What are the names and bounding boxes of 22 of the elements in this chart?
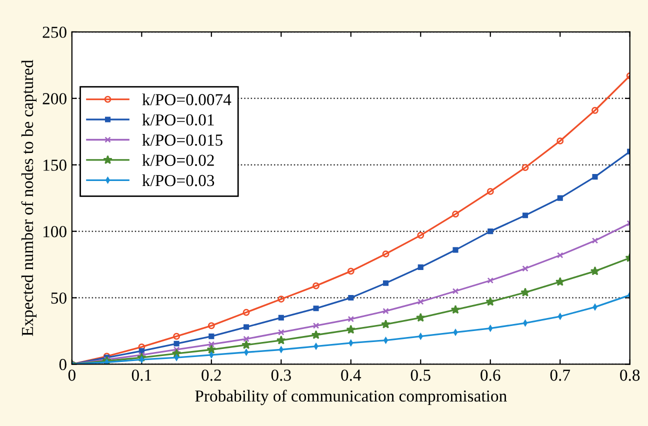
y-tick-label: 100 — [44, 226, 66, 238]
x-tick-label: 0 — [68, 370, 76, 381]
x-tick-label: 0.6 — [480, 370, 500, 381]
x-tick-label: 0.3 — [271, 370, 291, 381]
x-tick-label: 0.5 — [410, 370, 430, 381]
y-tick-label: 50 — [51, 292, 66, 304]
x-tick-label: 0.1 — [132, 370, 152, 381]
y-tick-label: 200 — [42, 93, 66, 104]
x-tick-label: 0.4 — [341, 370, 362, 381]
legend-label: k/PO=0.01 — [142, 114, 214, 126]
y-axis-title: Expected number of nodes to be captured — [21, 60, 37, 336]
x-axis-title: Probability of communication compromisation — [195, 390, 507, 406]
y-tick-label: 250 — [42, 26, 66, 38]
legend-label: k/PO=0.015 — [142, 134, 222, 146]
legend-label: k/PO=0.03 — [142, 174, 214, 186]
legend-label: k/PO=0.02 — [142, 154, 214, 166]
x-tick-label: 0.8 — [620, 370, 640, 381]
legend-label: k/PO=0.0074 — [142, 94, 232, 106]
y-tick-label: 150 — [44, 160, 66, 171]
x-tick-label: 0.2 — [202, 370, 221, 381]
x-tick-label: 0.7 — [550, 370, 570, 381]
y-tick-label: 0 — [59, 358, 66, 370]
